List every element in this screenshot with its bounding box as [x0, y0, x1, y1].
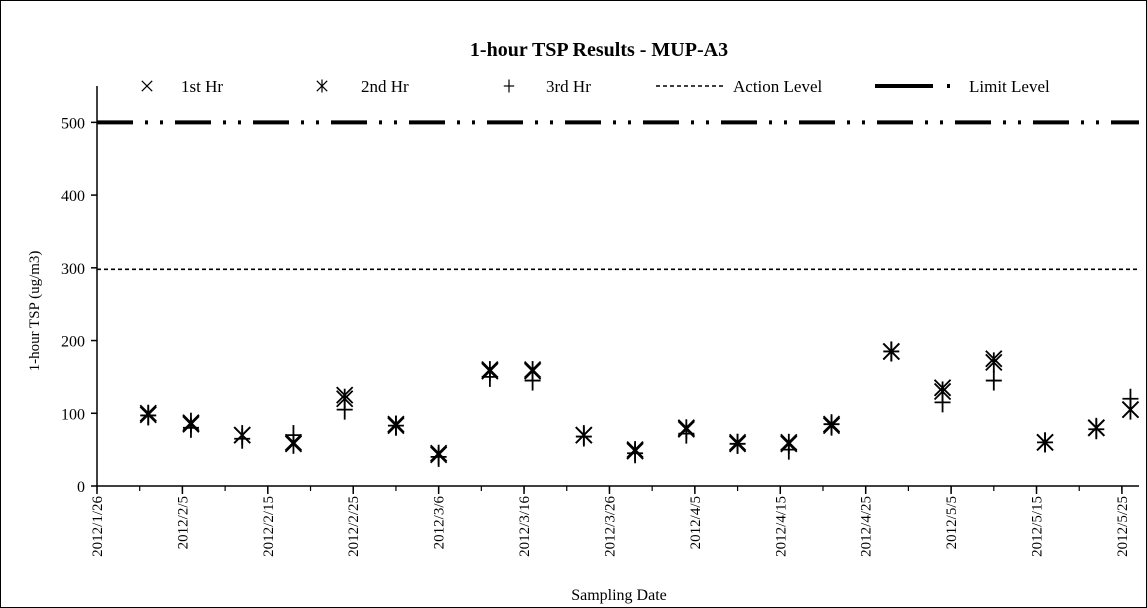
y-tick-label: 500 — [61, 115, 85, 132]
point-plus — [182, 417, 199, 438]
point-plus — [524, 370, 541, 391]
point-plus — [780, 439, 797, 460]
legend: 1st Hr 2nd Hr 3rd Hr Action Level Limit Leve… — [141, 77, 1050, 96]
x-tick-label: 2012/2/15 — [261, 496, 277, 557]
x-axis-label: Sampling Date — [571, 587, 667, 604]
x-tick-label: 2012/3/16 — [517, 496, 533, 557]
point-plus — [430, 446, 447, 467]
y-tick-label: 200 — [61, 334, 85, 351]
legend-marker-asterisk — [316, 79, 328, 93]
legend-entry: 1st Hr — [141, 77, 223, 96]
y-axis-label: 1-hour TSP (ug/m3) — [27, 251, 43, 372]
point-plus — [678, 423, 695, 444]
x-tick-label: 2012/4/5 — [688, 496, 704, 549]
chart-title: 1-hour TSP Results - MUP-A3 — [470, 39, 728, 61]
point-plus — [1122, 388, 1139, 409]
point-plus — [627, 443, 644, 464]
x-tick-label: 2012/4/15 — [773, 496, 789, 557]
reference-lines — [97, 120, 1139, 271]
y-tick-label: 300 — [61, 261, 85, 278]
x-tick-label: 2012/5/5 — [944, 496, 960, 549]
y-tick-label: 0 — [77, 479, 85, 496]
point-plus — [336, 399, 353, 420]
legend-entry: Limit Level — [875, 77, 1050, 96]
x-tick-label: 2012/3/26 — [602, 496, 618, 557]
point-plus — [481, 366, 498, 387]
x-tick-label: 2012/5/15 — [1030, 496, 1046, 557]
point-plus — [1037, 432, 1054, 453]
point-plus — [934, 392, 951, 413]
legend-entry: Action Level — [656, 77, 822, 96]
legend-label: Limit Level — [969, 77, 1050, 96]
legend-marker-plus — [503, 79, 515, 93]
legend-label: Action Level — [733, 77, 822, 96]
legend-label: 3rd Hr — [546, 77, 591, 96]
point-plus — [140, 405, 157, 426]
legend-entry: 3rd Hr — [503, 77, 591, 96]
x-tick-label: 2012/2/5 — [175, 496, 191, 549]
point-asterisk — [985, 352, 1003, 373]
x-tick-label: 2012/5/25 — [1115, 496, 1131, 557]
x-tick-label: 2012/1/26 — [90, 496, 106, 557]
y-tick-label: 400 — [61, 188, 85, 205]
legend-marker-x — [141, 80, 153, 92]
x-tick-label: 2012/2/25 — [346, 496, 362, 557]
point-plus — [823, 414, 840, 435]
axes: 0 100 200 300 400 500 2012/1/26 2012/2/5 2012/2/… — [61, 86, 1139, 557]
point-plus — [575, 426, 592, 447]
point-plus — [387, 415, 404, 436]
point-plus — [985, 370, 1002, 391]
point-plus — [1088, 419, 1105, 440]
legend-label: 1st Hr — [181, 77, 223, 96]
point-plus — [729, 433, 746, 454]
x-tick-label: 2012/3/6 — [432, 496, 448, 550]
point-plus — [285, 425, 302, 446]
point-plus — [883, 341, 900, 362]
point-plus — [234, 428, 251, 449]
x-tick-label: 2012/4/25 — [859, 496, 875, 557]
y-tick-label: 100 — [61, 406, 85, 423]
data-points — [139, 341, 1140, 467]
legend-label: 2nd Hr — [361, 77, 409, 96]
legend-entry: 2nd Hr — [316, 77, 409, 96]
